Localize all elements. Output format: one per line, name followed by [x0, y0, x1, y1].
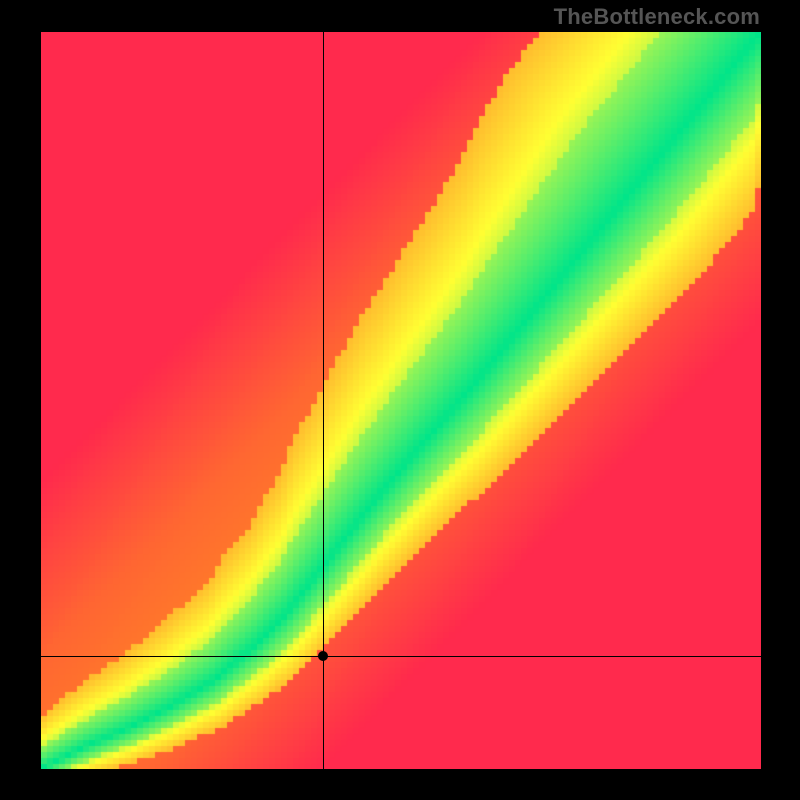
bottleneck-heatmap	[41, 32, 761, 769]
crosshair-horizontal	[41, 656, 761, 657]
watermark-label: TheBottleneck.com	[554, 4, 760, 30]
operating-point-marker	[318, 651, 328, 661]
chart-frame: TheBottleneck.com	[0, 0, 800, 800]
